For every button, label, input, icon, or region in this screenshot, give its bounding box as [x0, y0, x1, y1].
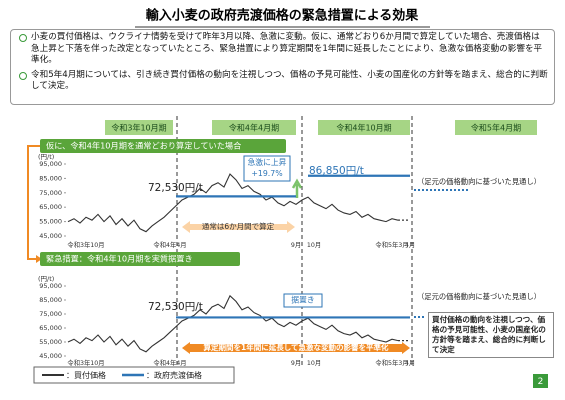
- y-axis-label: (円/t): [38, 275, 54, 283]
- bracket: [27, 145, 40, 260]
- chart-banner: [40, 139, 286, 153]
- annotation-box: [283, 293, 323, 308]
- x-tick-label: 9月: [291, 359, 301, 367]
- annotation: 86,850円/t: [309, 165, 364, 177]
- y-tick-label: 95,000: [39, 282, 62, 290]
- period-box: [105, 120, 173, 135]
- x-tick-label: 4月: [405, 359, 415, 367]
- x-tick-label: 令和3年10月: [67, 358, 104, 367]
- bullet: 令和5年4月期については、引き続き買付価格の動向を注視しつつ、価格の予見可能性、…: [17, 70, 548, 93]
- legend-label: ：買付価格: [66, 370, 106, 380]
- annotation: 算定期間を1年間に延長して急激な変動の影響を平準化: [204, 342, 389, 352]
- chart-banner: [40, 252, 240, 266]
- x-tick-label: 令和3年10月: [67, 240, 104, 249]
- annotation: （足元の価格動向に基づいた見通し）: [417, 292, 541, 301]
- chart-title: 仮に、令和4年10月期を通常どおり算定していた場合: [46, 141, 241, 151]
- y-axis-label: (円/t): [38, 153, 54, 161]
- y-tick-label: 65,000: [39, 324, 62, 332]
- annotation: 通常は6か月間で算定: [202, 221, 275, 231]
- rise-arrow: [291, 178, 303, 198]
- annotation-box: [243, 155, 291, 182]
- chart-title: 緊急措置：令和4年10月期を実質据置き: [46, 254, 193, 264]
- page-number-box: [533, 374, 548, 388]
- legend-label: ：政府売渡価格: [146, 370, 202, 380]
- slide-title: 輸入小麦の政府売渡価格の緊急措置による効果: [146, 8, 419, 24]
- y-tick-label: 45,000: [39, 232, 62, 240]
- period-arrow: [182, 342, 410, 354]
- x-tick-label: 10月: [307, 359, 321, 367]
- y-tick-label: 85,000: [39, 174, 62, 182]
- x-tick-label: 令和4年4月: [153, 358, 186, 367]
- y-tick-label: 45,000: [39, 352, 62, 360]
- y-tick-label: 95,000: [39, 160, 62, 168]
- period-label: 令和4年4月期: [229, 123, 279, 133]
- x-tick-label: 9月: [291, 241, 301, 249]
- side-note: 買付価格の動向を注視しつつ、価格の予見可能性、小麦の国産化の方針等を踏まえ、総合…: [428, 312, 554, 358]
- y-tick-label: 55,000: [39, 338, 62, 346]
- y-tick-label: 65,000: [39, 203, 62, 211]
- annotation: 急激に上昇: [248, 157, 287, 167]
- period-label: 令和3年10月期: [111, 123, 166, 133]
- y-tick-label: 75,000: [39, 189, 62, 197]
- annotation: 72,530円/t: [148, 182, 203, 194]
- series-line: [67, 294, 399, 353]
- series-line: [67, 173, 399, 233]
- x-tick-label: 令和5年3月: [375, 240, 408, 249]
- series-line: [176, 174, 410, 198]
- bracket-arrow: [36, 255, 42, 263]
- annotation: 据置き: [291, 296, 314, 305]
- bullet: 小麦の買付価格は、ウクライナ情勢を受けて昨年3月以降、急激に変動。仮に、通常どお…: [17, 32, 548, 67]
- x-tick-label: 令和5年3月: [375, 358, 408, 367]
- y-tick-label: 55,000: [39, 218, 62, 226]
- x-tick-label: 10月: [307, 241, 321, 249]
- annotation: （足元の価格動向に基づいた見通し）: [417, 177, 541, 186]
- period-label: 令和5年4月期: [471, 123, 521, 133]
- period-box: [212, 120, 296, 135]
- page-number: 2: [538, 377, 544, 387]
- annotation: +19.7%: [251, 169, 282, 178]
- period-box: [455, 120, 537, 135]
- period-box: [318, 120, 410, 135]
- y-tick-label: 75,000: [39, 310, 62, 318]
- annotation: 72,530円/t: [148, 301, 203, 313]
- period-label: 令和4年10月期: [336, 123, 391, 133]
- bullet-box: 小麦の買付価格は、ウクライナ情勢を受けて昨年3月以降、急激に変動。仮に、通常どお…: [10, 29, 555, 105]
- x-tick-label: 令和4年4月: [153, 240, 186, 249]
- period-headers: 令和3年10月期 令和4年4月期 令和4年10月期 令和5年4月期: [105, 120, 537, 135]
- x-tick-label: 4月: [405, 241, 415, 249]
- y-tick-label: 85,000: [39, 296, 62, 304]
- period-arrow: [182, 221, 295, 233]
